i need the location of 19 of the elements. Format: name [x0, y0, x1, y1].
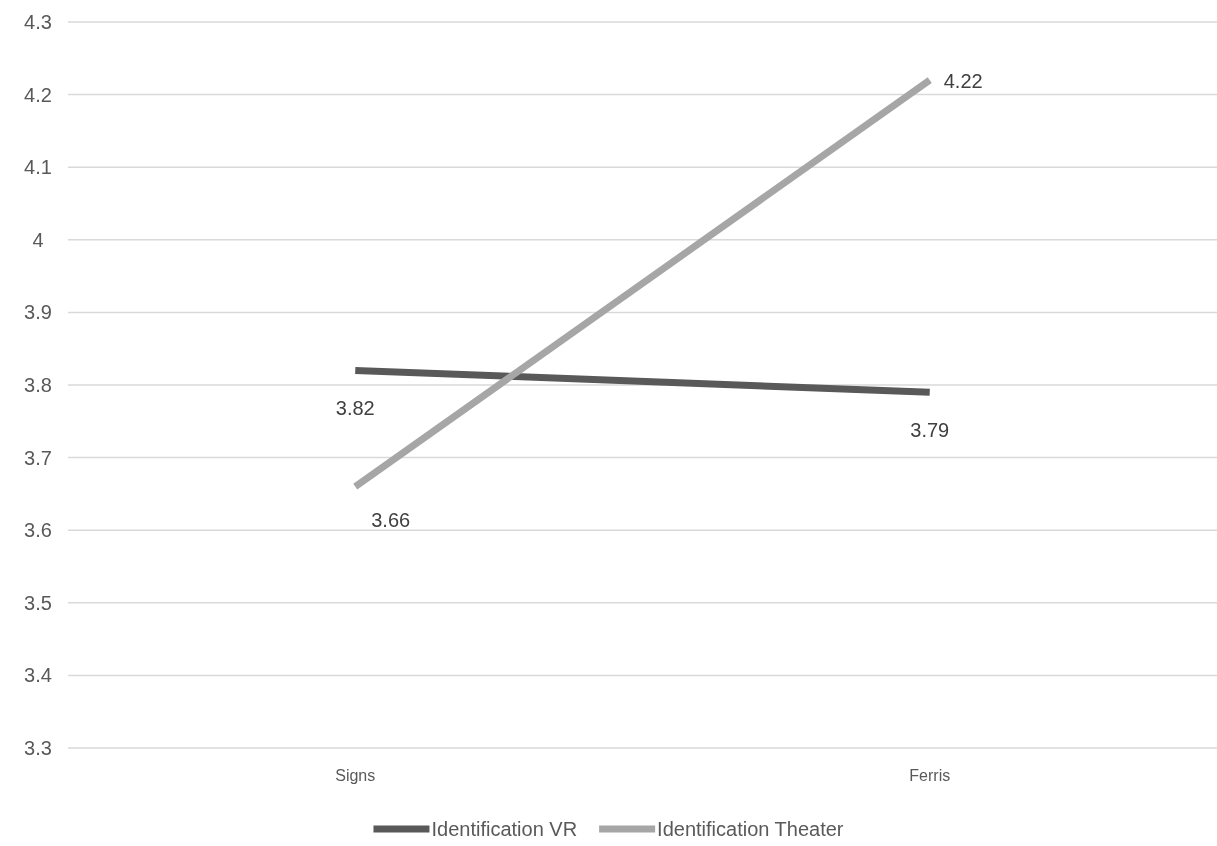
- y-tick-label: 3.7: [24, 446, 52, 469]
- y-tick-label: 3.4: [24, 664, 52, 687]
- legend-label: Identification VR: [431, 818, 578, 840]
- y-tick-label: 3.3: [24, 736, 52, 759]
- y-tick-label: 3.9: [24, 301, 52, 324]
- y-tick-label: 4.3: [24, 10, 52, 33]
- legend-label: Identification Theater: [657, 818, 844, 840]
- x-tick-label: Signs: [335, 767, 376, 785]
- y-tick-label: 4.2: [24, 83, 52, 106]
- y-tick-label: 3.8: [24, 373, 52, 396]
- y-tick-label: 3.5: [24, 591, 52, 614]
- x-tick-label: Ferris: [909, 767, 951, 785]
- data-label: 3.82: [335, 397, 375, 420]
- data-label: 4.22: [943, 70, 983, 93]
- data-label: 3.79: [910, 419, 950, 442]
- y-tick-label: 4: [32, 228, 44, 251]
- y-tick-label: 4.1: [24, 156, 52, 179]
- y-tick-label: 3.6: [24, 519, 52, 542]
- data-label: 3.66: [371, 508, 411, 531]
